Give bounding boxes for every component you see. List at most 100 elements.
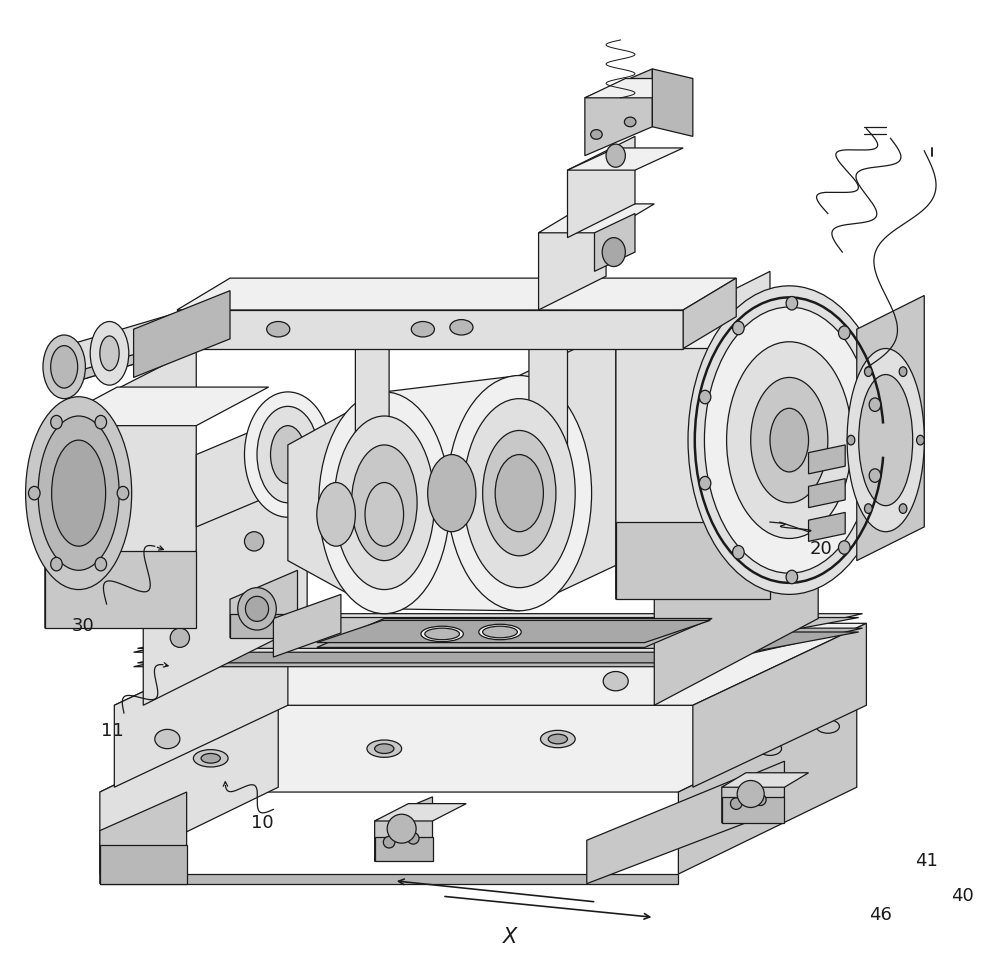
Ellipse shape <box>201 753 220 763</box>
Ellipse shape <box>770 408 809 472</box>
Polygon shape <box>722 797 784 823</box>
Polygon shape <box>355 331 389 542</box>
Polygon shape <box>722 761 784 823</box>
Polygon shape <box>100 705 857 792</box>
Polygon shape <box>678 705 857 874</box>
Ellipse shape <box>90 321 129 385</box>
Polygon shape <box>722 773 809 787</box>
Ellipse shape <box>791 704 826 721</box>
Ellipse shape <box>917 435 924 445</box>
Ellipse shape <box>375 744 394 753</box>
Ellipse shape <box>244 392 331 517</box>
Ellipse shape <box>755 794 766 806</box>
Ellipse shape <box>463 398 575 588</box>
Text: 30: 30 <box>72 617 95 635</box>
Ellipse shape <box>743 519 758 535</box>
Polygon shape <box>616 310 828 348</box>
Polygon shape <box>809 445 845 474</box>
Ellipse shape <box>699 391 711 404</box>
Ellipse shape <box>238 588 276 630</box>
Ellipse shape <box>271 425 305 484</box>
Polygon shape <box>177 278 736 310</box>
Ellipse shape <box>733 545 744 559</box>
Ellipse shape <box>392 487 415 499</box>
Ellipse shape <box>387 814 416 843</box>
Ellipse shape <box>479 625 521 640</box>
Polygon shape <box>567 136 635 238</box>
Polygon shape <box>529 293 601 310</box>
Polygon shape <box>317 619 712 648</box>
Polygon shape <box>683 278 736 348</box>
Polygon shape <box>375 797 433 862</box>
Ellipse shape <box>864 504 872 513</box>
Ellipse shape <box>816 719 839 733</box>
Polygon shape <box>56 310 187 387</box>
Polygon shape <box>567 148 683 170</box>
Polygon shape <box>539 204 654 233</box>
Ellipse shape <box>899 366 907 376</box>
Ellipse shape <box>602 238 625 267</box>
Ellipse shape <box>864 366 872 376</box>
Ellipse shape <box>680 534 696 549</box>
Ellipse shape <box>245 597 269 622</box>
Polygon shape <box>230 571 298 638</box>
Ellipse shape <box>606 144 625 167</box>
Text: 41: 41 <box>915 853 938 870</box>
Polygon shape <box>100 705 278 874</box>
Ellipse shape <box>704 308 874 573</box>
Polygon shape <box>137 618 859 649</box>
Polygon shape <box>134 614 863 652</box>
Ellipse shape <box>847 435 855 445</box>
Ellipse shape <box>267 321 290 337</box>
Ellipse shape <box>319 392 450 614</box>
Ellipse shape <box>847 348 924 532</box>
Ellipse shape <box>28 486 40 500</box>
Ellipse shape <box>51 557 62 571</box>
Polygon shape <box>100 845 187 884</box>
Polygon shape <box>45 348 196 629</box>
Ellipse shape <box>95 557 107 571</box>
Ellipse shape <box>365 483 404 546</box>
Ellipse shape <box>730 798 742 809</box>
Polygon shape <box>177 310 683 348</box>
Ellipse shape <box>425 629 460 640</box>
Ellipse shape <box>367 740 402 757</box>
Polygon shape <box>594 214 635 272</box>
Polygon shape <box>56 338 187 387</box>
Ellipse shape <box>899 504 907 513</box>
Polygon shape <box>539 199 606 310</box>
Ellipse shape <box>352 445 417 561</box>
Text: X: X <box>503 926 517 947</box>
Polygon shape <box>809 479 845 508</box>
Ellipse shape <box>450 319 473 335</box>
Ellipse shape <box>244 532 264 551</box>
Polygon shape <box>45 551 196 629</box>
Ellipse shape <box>758 742 782 755</box>
Ellipse shape <box>155 729 180 748</box>
Ellipse shape <box>643 468 666 480</box>
Polygon shape <box>134 291 230 377</box>
Ellipse shape <box>695 713 729 730</box>
Polygon shape <box>137 632 859 662</box>
Ellipse shape <box>591 130 602 139</box>
Text: 46: 46 <box>869 906 892 924</box>
Polygon shape <box>45 387 269 425</box>
Ellipse shape <box>52 440 106 546</box>
Polygon shape <box>375 804 466 821</box>
Ellipse shape <box>428 454 476 532</box>
Polygon shape <box>585 69 652 156</box>
Ellipse shape <box>727 341 852 539</box>
Polygon shape <box>857 296 924 561</box>
Polygon shape <box>616 522 770 600</box>
Polygon shape <box>384 375 519 611</box>
Text: 20: 20 <box>810 540 832 558</box>
Polygon shape <box>616 272 770 600</box>
Polygon shape <box>114 624 866 705</box>
Ellipse shape <box>51 345 78 388</box>
Ellipse shape <box>495 454 543 532</box>
Ellipse shape <box>170 590 190 609</box>
Polygon shape <box>587 773 751 884</box>
Ellipse shape <box>317 483 355 546</box>
Ellipse shape <box>193 749 228 767</box>
Polygon shape <box>100 792 187 884</box>
